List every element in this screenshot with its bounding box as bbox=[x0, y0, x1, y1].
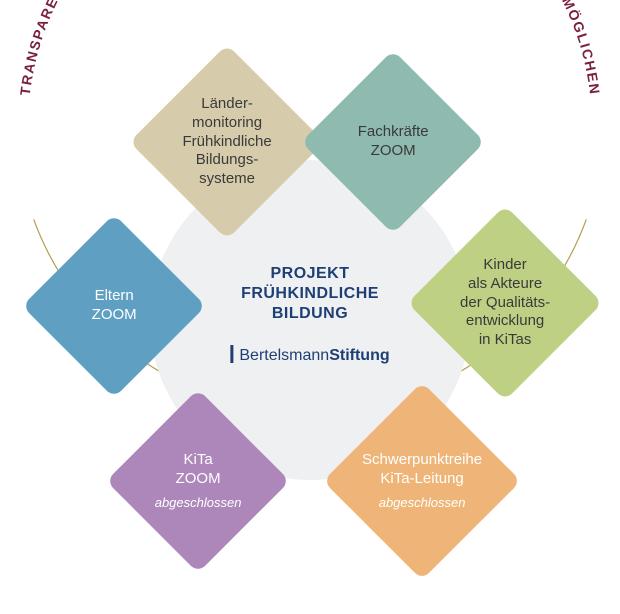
brand-suffix: Stiftung bbox=[329, 347, 389, 364]
diamond-label: FachkräfteZOOM bbox=[328, 124, 458, 162]
diagram-root: { "canvas": { "width": 620, "height": 61… bbox=[0, 0, 620, 614]
diamond-label: SchwerpunktreiheKiTa-Leitungabgeschlosse… bbox=[352, 451, 492, 511]
center-title-line: PROJEKT bbox=[271, 265, 350, 283]
brand-label: BertelsmannStiftung bbox=[230, 345, 389, 365]
brand-prefix: Bertelsmann bbox=[239, 347, 329, 364]
outer-arc-text: TRANSPARENZ HERSTELLEN | PROFESSIONALITÄ… bbox=[17, 0, 603, 96]
diamond-label: ElternZOOM bbox=[49, 288, 179, 326]
diamond-label: Länder-monitoringFrühkindlicheBildungs-s… bbox=[158, 95, 296, 189]
center-title-line: FRÜHKINDLICHE bbox=[241, 285, 379, 303]
diamond-label: KiTaZOOMabgeschlossen bbox=[133, 451, 263, 511]
diamond-label: Kinderals Akteureder Qualitäts-entwicklu… bbox=[436, 256, 574, 350]
center-title-line: BILDUNG bbox=[272, 305, 348, 323]
brand-bar-icon bbox=[230, 345, 233, 363]
